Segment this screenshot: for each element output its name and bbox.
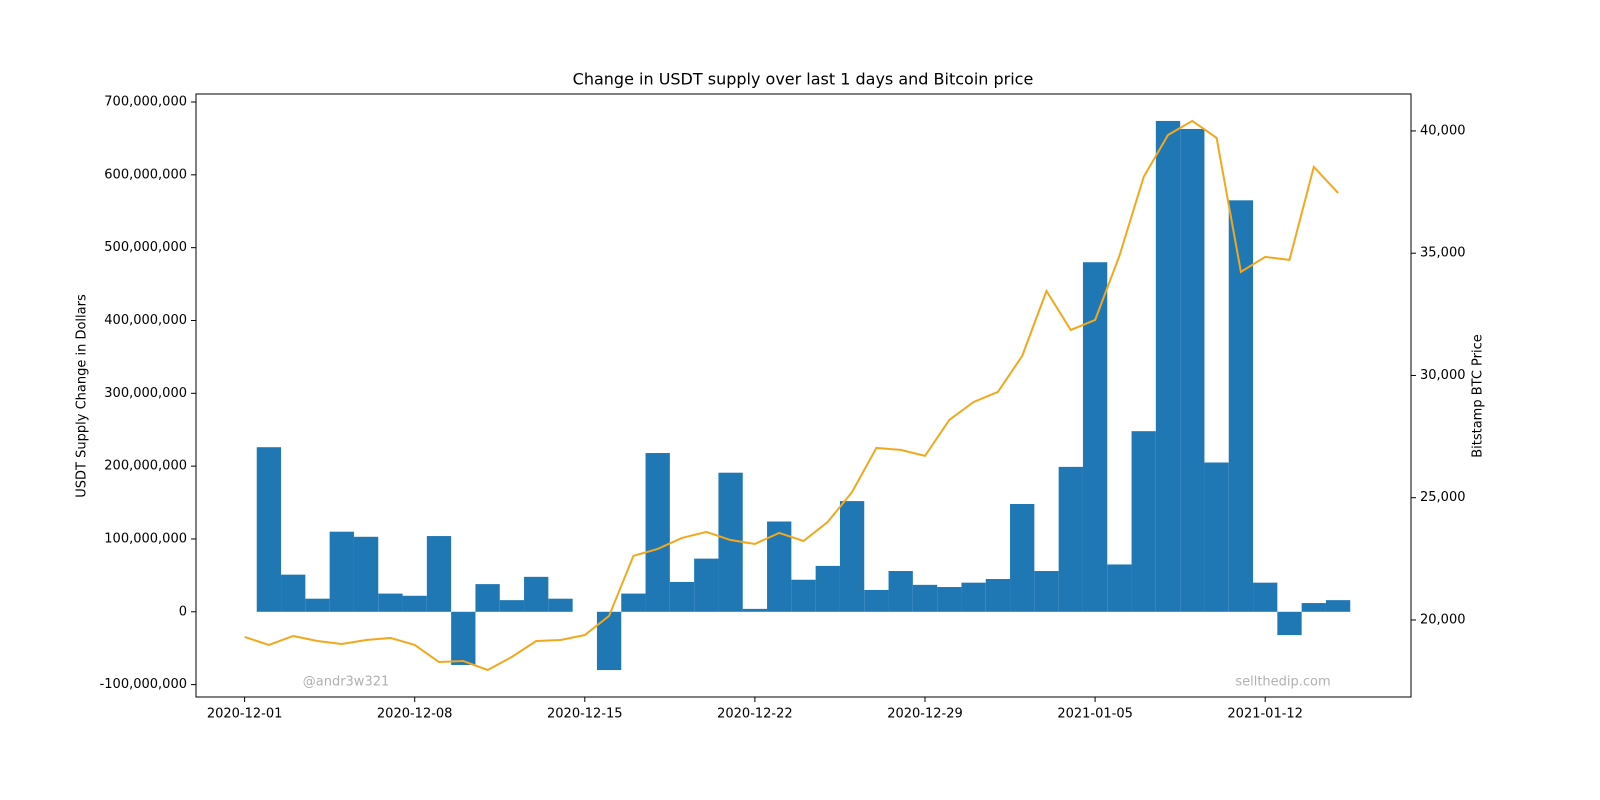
bar: [402, 595, 427, 612]
y-tick-label: 700,000,000: [104, 95, 187, 110]
x-tick-label: 2020-12-01: [207, 707, 283, 722]
bar: [791, 579, 816, 612]
bar: [1180, 128, 1205, 612]
bar: [1010, 504, 1035, 612]
y2-tick-label: 30,000: [1420, 368, 1466, 383]
bar: [742, 608, 768, 612]
x-tick-label: 2020-12-15: [547, 707, 623, 722]
bar: [912, 584, 938, 612]
bar: [669, 581, 695, 612]
bar: [1082, 262, 1108, 612]
bar: [1204, 462, 1229, 612]
y-tick-label: 600,000,000: [104, 167, 187, 182]
bar: [548, 598, 573, 612]
y-tick-label: -100,000,000: [100, 677, 187, 692]
bar: [281, 574, 306, 612]
y-axis-label: USDT Supply Change in Dollars: [75, 294, 90, 498]
x-tick-label: 2020-12-22: [717, 707, 793, 722]
watermark: sellthedip.com: [1235, 675, 1330, 690]
bar: [1253, 582, 1278, 612]
x-tick-label: 2021-01-12: [1227, 707, 1303, 722]
y2-tick-label: 20,000: [1420, 612, 1466, 627]
bar: [1228, 200, 1254, 612]
y2-tick-label: 35,000: [1420, 246, 1466, 261]
bar: [524, 576, 549, 612]
bar: [1155, 120, 1181, 612]
bar: [451, 611, 476, 665]
bar: [499, 600, 525, 612]
bar: [961, 582, 986, 612]
bar: [378, 593, 403, 612]
bar: [1058, 466, 1083, 612]
x-tick-label: 2020-12-29: [887, 707, 963, 722]
bar: [815, 565, 840, 612]
chart-title: Change in USDT supply over last 1 days a…: [573, 70, 1034, 89]
plot-frame: [195, 93, 1412, 698]
bar: [1277, 611, 1302, 636]
bar: [985, 579, 1011, 612]
bar: [864, 589, 889, 612]
bar: [475, 584, 500, 612]
y-tick-label: 500,000,000: [104, 240, 187, 255]
bar: [1301, 603, 1326, 612]
x-tick-label: 2020-12-08: [377, 707, 453, 722]
bar: [645, 453, 670, 612]
bar: [596, 611, 622, 671]
bar: [937, 587, 962, 612]
y-tick-label: 300,000,000: [104, 386, 187, 401]
bar: [305, 598, 330, 612]
bar: [256, 447, 282, 612]
bar: [694, 558, 719, 612]
y-tick-label: 0: [179, 604, 187, 619]
y2-tick-label: 40,000: [1420, 123, 1466, 138]
bar: [1325, 600, 1351, 612]
bar: [1131, 431, 1156, 612]
x-tick-label: 2021-01-05: [1057, 707, 1133, 722]
bar: [888, 571, 913, 612]
y-tick-label: 400,000,000: [104, 313, 187, 328]
price-line: [244, 119, 1339, 672]
bar: [1107, 564, 1132, 612]
y-tick-label: 100,000,000: [104, 531, 187, 546]
watermark: @andr3w321: [303, 675, 390, 690]
bar: [426, 536, 452, 612]
bar: [621, 593, 646, 612]
y2-tick-label: 25,000: [1420, 490, 1466, 505]
bar: [839, 501, 865, 612]
y-tick-label: 200,000,000: [104, 459, 187, 474]
bar: [1034, 571, 1059, 612]
y2-axis-label: Bitstamp BTC Price: [1471, 334, 1486, 458]
bar: [353, 536, 379, 612]
bar: [329, 531, 354, 612]
